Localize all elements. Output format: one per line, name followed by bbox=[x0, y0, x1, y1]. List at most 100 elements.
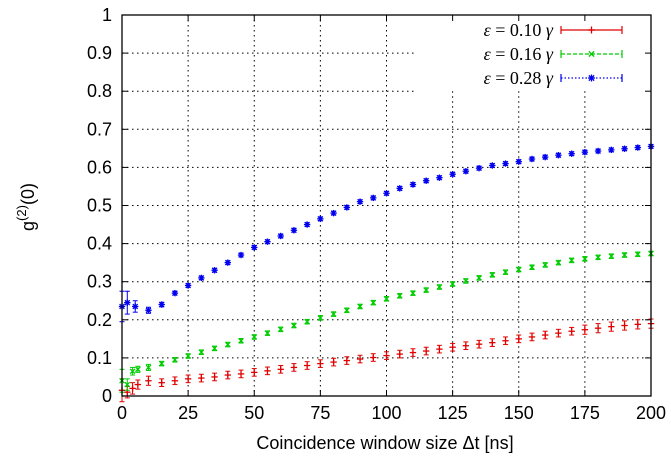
y-tick-label: 0 bbox=[102, 386, 112, 406]
y-tick-label: 0.9 bbox=[87, 43, 112, 63]
data-point bbox=[515, 266, 522, 273]
y-axis-label: g(2)(0) bbox=[14, 183, 38, 231]
data-point bbox=[489, 338, 496, 347]
data-point bbox=[529, 264, 535, 271]
x-tick-label: 150 bbox=[504, 403, 534, 423]
data-point bbox=[129, 366, 136, 376]
data-point bbox=[555, 328, 562, 338]
y-tick-label: 0.4 bbox=[87, 234, 112, 254]
data-point bbox=[124, 290, 131, 315]
data-point bbox=[568, 150, 575, 157]
data-point bbox=[502, 160, 509, 167]
y-tick-label: 0.7 bbox=[87, 119, 112, 139]
data-point bbox=[370, 299, 377, 306]
data-point bbox=[568, 326, 575, 336]
data-point bbox=[198, 373, 205, 383]
data-point bbox=[489, 162, 496, 169]
data-point bbox=[515, 334, 522, 344]
y-axis-label-suffix: (0) bbox=[18, 183, 38, 205]
data-point bbox=[132, 300, 139, 313]
data-point bbox=[422, 346, 430, 356]
data-point bbox=[277, 326, 284, 333]
data-point bbox=[462, 341, 470, 351]
data-point bbox=[129, 382, 136, 395]
x-tick-label: 25 bbox=[178, 403, 198, 423]
data-point bbox=[330, 209, 337, 217]
data-point bbox=[462, 168, 470, 175]
data-point bbox=[502, 336, 509, 346]
data-point bbox=[634, 319, 641, 330]
data-point bbox=[383, 190, 390, 197]
data-point bbox=[582, 255, 588, 262]
data-point bbox=[251, 368, 258, 377]
data-point bbox=[356, 198, 364, 205]
y-tick-label: 0.1 bbox=[87, 348, 112, 368]
data-point bbox=[409, 181, 417, 188]
data-point bbox=[237, 369, 245, 379]
data-point bbox=[211, 267, 218, 274]
data-point bbox=[621, 252, 628, 258]
data-point bbox=[608, 253, 615, 260]
plot-frame bbox=[121, 14, 652, 397]
data-point bbox=[172, 356, 178, 363]
y-tick-label: 1 bbox=[102, 5, 112, 25]
data-point bbox=[542, 262, 549, 268]
data-point bbox=[343, 307, 350, 314]
data-point bbox=[476, 275, 482, 281]
data-point bbox=[343, 356, 351, 365]
legend-entry: ε = 0.28 γ bbox=[484, 68, 623, 88]
data-point bbox=[515, 158, 522, 165]
grid bbox=[122, 15, 651, 396]
data-point bbox=[238, 337, 244, 344]
data-point bbox=[171, 376, 179, 386]
data-point bbox=[383, 351, 390, 360]
data-point bbox=[449, 342, 456, 352]
y-tick-label: 0.5 bbox=[87, 196, 112, 216]
data-point bbox=[489, 271, 496, 278]
series-1 bbox=[118, 318, 655, 403]
data-point bbox=[423, 287, 430, 293]
data-point bbox=[396, 185, 403, 192]
x-tick-label: 175 bbox=[570, 403, 600, 423]
data-point bbox=[330, 357, 337, 367]
data-point bbox=[224, 259, 231, 266]
y-axis-label-superscript: (2) bbox=[14, 205, 29, 221]
data-point bbox=[145, 375, 152, 386]
data-point bbox=[608, 146, 615, 154]
x-tick-label: 50 bbox=[244, 403, 264, 423]
data-point bbox=[145, 363, 152, 371]
data-point bbox=[594, 147, 602, 155]
x-tick-label: 100 bbox=[371, 403, 401, 423]
data-point bbox=[330, 311, 337, 317]
data-point bbox=[184, 374, 192, 384]
data-point bbox=[621, 320, 628, 331]
legend-entry: ε = 0.10 γ bbox=[484, 20, 623, 40]
data-point bbox=[568, 257, 575, 264]
data-point bbox=[317, 315, 324, 321]
legend-label: ε = 0.10 γ bbox=[484, 20, 554, 40]
data-point bbox=[251, 334, 258, 340]
data-point bbox=[135, 365, 141, 373]
x-tick-label: 75 bbox=[310, 403, 330, 423]
data-point bbox=[237, 251, 245, 259]
data-point bbox=[542, 330, 549, 340]
data-point bbox=[608, 321, 615, 332]
data-point bbox=[422, 177, 430, 184]
data-point bbox=[356, 354, 364, 364]
data-point bbox=[317, 359, 324, 368]
y-tick-label: 0.3 bbox=[87, 272, 112, 292]
data-point bbox=[410, 290, 416, 296]
data-point bbox=[370, 353, 377, 362]
axis-ticks: 0 0.1 0.2 0.3 0.4 0.5 0.6 0.7 0.8 0.9 1 0 25 50 75 100 1… bbox=[87, 5, 666, 423]
x-axis-label: Coincidence window size Δt [ns] bbox=[256, 433, 513, 453]
data-point bbox=[542, 153, 549, 161]
y-tick-label: 0.8 bbox=[87, 81, 112, 101]
data-point bbox=[621, 145, 628, 152]
data-point bbox=[224, 370, 231, 380]
data-point bbox=[264, 366, 271, 376]
data-point bbox=[303, 361, 311, 370]
data-point bbox=[185, 353, 191, 359]
data-point bbox=[436, 174, 443, 181]
data-point bbox=[198, 349, 205, 356]
data-point bbox=[528, 332, 536, 342]
